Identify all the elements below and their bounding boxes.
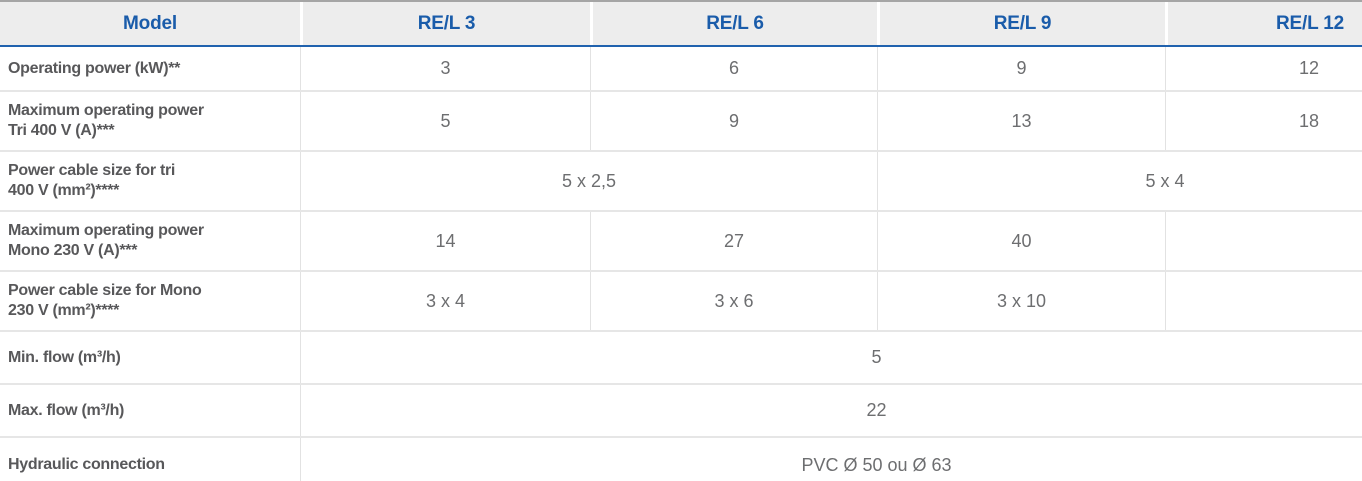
column-header-rel9: RE/L 9 <box>877 2 1165 45</box>
spec-row-min-flow: Min. flow (m³/h) 5 <box>0 330 1362 383</box>
row-label: Power cable size for Mono 230 V (mm²)***… <box>8 282 202 319</box>
spec-row-cable-mono: Power cable size for Mono 230 V (mm²)***… <box>0 270 1362 330</box>
row-label: Maximum operating power Mono 230 V (A)**… <box>8 222 204 259</box>
spec-value-merged: PVC Ø 50 ou Ø 63 <box>300 438 1362 481</box>
column-header-rel6: RE/L 6 <box>590 2 877 45</box>
column-header-rel3: RE/L 3 <box>300 2 590 45</box>
spec-value: 5 <box>300 92 590 150</box>
spec-value: 40 <box>877 212 1165 270</box>
spec-value: 12 <box>1165 47 1362 90</box>
row-label: Hydraulic connection <box>8 456 165 473</box>
spec-row-max-power-tri: Maximum operating power Tri 400 V (A)***… <box>0 90 1362 150</box>
spec-value: 9 <box>877 47 1165 90</box>
spec-value-empty <box>1165 212 1362 270</box>
row-label: Power cable size for tri 400 V (mm²)**** <box>8 162 176 199</box>
spec-value: 3 x 6 <box>590 272 877 330</box>
table-body: Operating power (kW)** 3 6 9 12 Maximum … <box>0 47 1362 481</box>
spec-value: 3 x 10 <box>877 272 1165 330</box>
spec-value: 14 <box>300 212 590 270</box>
row-label: Max. flow (m³/h) <box>8 401 125 419</box>
spec-value-merged: 5 x 2,5 <box>300 152 877 210</box>
spec-value: 9 <box>590 92 877 150</box>
spec-row-max-power-mono: Maximum operating power Mono 230 V (A)**… <box>0 210 1362 270</box>
row-label: Maximum operating power Tri 400 V (A)*** <box>8 102 204 139</box>
table-header-row: Model RE/L 3 RE/L 6 RE/L 9 RE/L 12 <box>0 2 1362 47</box>
row-label: Operating power (kW)** <box>8 59 181 77</box>
spec-row-max-flow: Max. flow (m³/h) 22 <box>0 383 1362 436</box>
spec-value: 6 <box>590 47 877 90</box>
row-label: Min. flow (m³/h) <box>8 348 121 366</box>
spec-row-cable-tri: Power cable size for tri 400 V (mm²)****… <box>0 150 1362 210</box>
spec-value: 18 <box>1165 92 1362 150</box>
spec-value: 3 x 4 <box>300 272 590 330</box>
spec-value: 13 <box>877 92 1165 150</box>
spec-value: 3 <box>300 47 590 90</box>
spec-value-merged: 5 <box>300 332 1362 383</box>
spec-value-merged: 5 x 4 <box>877 152 1362 210</box>
spec-value: 27 <box>590 212 877 270</box>
spec-row-operating-power: Operating power (kW)** 3 6 9 12 <box>0 47 1362 90</box>
spec-row-hydraulic-connection: Hydraulic connection PVC Ø 50 ou Ø 63 <box>0 436 1362 481</box>
model-header-cell: Model <box>0 2 300 45</box>
column-header-rel12: RE/L 12 <box>1165 2 1362 45</box>
spec-value-merged: 22 <box>300 385 1362 436</box>
spec-value-empty <box>1165 272 1362 330</box>
